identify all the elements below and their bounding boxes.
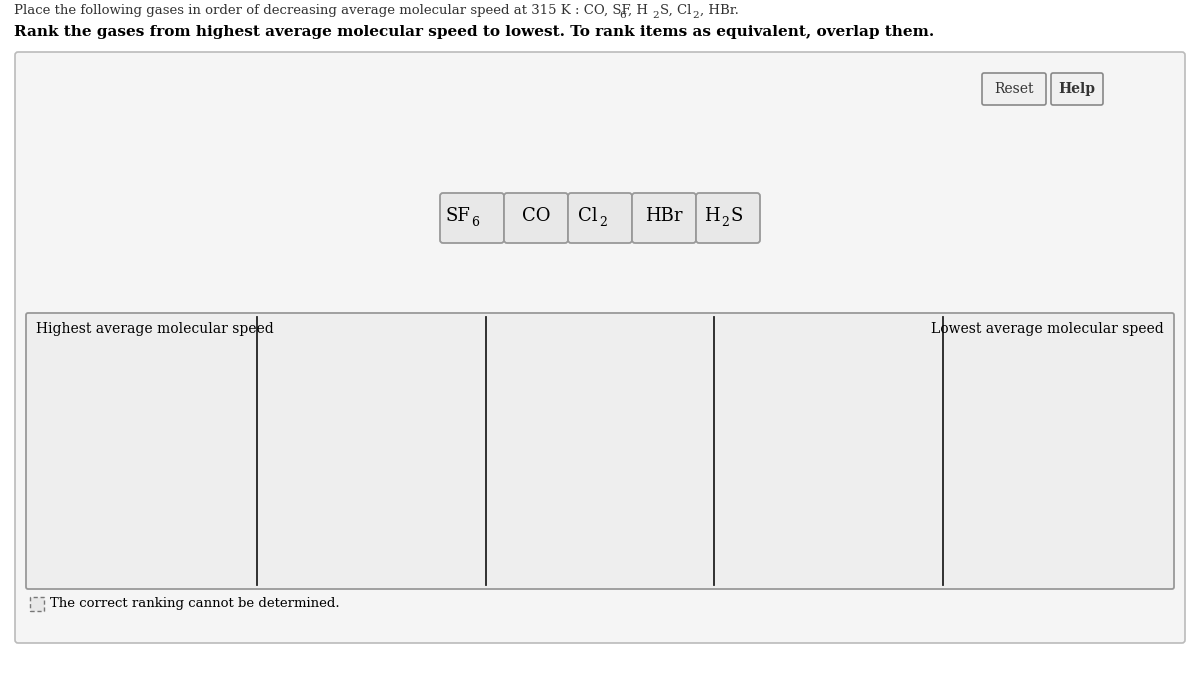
Text: 2: 2 bbox=[599, 216, 607, 230]
Text: , HBr.: , HBr. bbox=[700, 4, 739, 17]
FancyBboxPatch shape bbox=[1051, 73, 1103, 105]
Text: 2: 2 bbox=[721, 216, 728, 230]
FancyBboxPatch shape bbox=[696, 193, 760, 243]
Text: Reset: Reset bbox=[995, 82, 1033, 96]
Text: Rank the gases from highest average molecular speed to lowest. To rank items as : Rank the gases from highest average mole… bbox=[14, 25, 935, 39]
Text: Place the following gases in order of decreasing average molecular speed at 315 : Place the following gases in order of de… bbox=[14, 4, 631, 17]
FancyBboxPatch shape bbox=[632, 193, 696, 243]
Text: , H: , H bbox=[628, 4, 648, 17]
Text: Lowest average molecular speed: Lowest average molecular speed bbox=[931, 322, 1164, 336]
Text: The correct ranking cannot be determined.: The correct ranking cannot be determined… bbox=[50, 597, 340, 611]
Text: S: S bbox=[731, 207, 743, 225]
Text: Highest average molecular speed: Highest average molecular speed bbox=[36, 322, 274, 336]
Text: 2: 2 bbox=[692, 11, 698, 20]
Text: H: H bbox=[704, 207, 720, 225]
Text: Help: Help bbox=[1058, 82, 1096, 96]
FancyBboxPatch shape bbox=[568, 193, 632, 243]
FancyBboxPatch shape bbox=[14, 52, 1186, 643]
Text: HBr: HBr bbox=[646, 207, 683, 225]
Bar bbox=[30, 597, 44, 611]
Text: 2: 2 bbox=[652, 11, 659, 20]
Text: S, Cl: S, Cl bbox=[660, 4, 691, 17]
FancyBboxPatch shape bbox=[26, 313, 1174, 589]
Text: Cl: Cl bbox=[578, 207, 598, 225]
Text: 6: 6 bbox=[619, 11, 625, 20]
FancyBboxPatch shape bbox=[504, 193, 568, 243]
Text: SF: SF bbox=[445, 207, 470, 225]
Text: CO: CO bbox=[522, 207, 551, 225]
FancyBboxPatch shape bbox=[440, 193, 504, 243]
FancyBboxPatch shape bbox=[982, 73, 1046, 105]
Text: 6: 6 bbox=[470, 216, 479, 230]
